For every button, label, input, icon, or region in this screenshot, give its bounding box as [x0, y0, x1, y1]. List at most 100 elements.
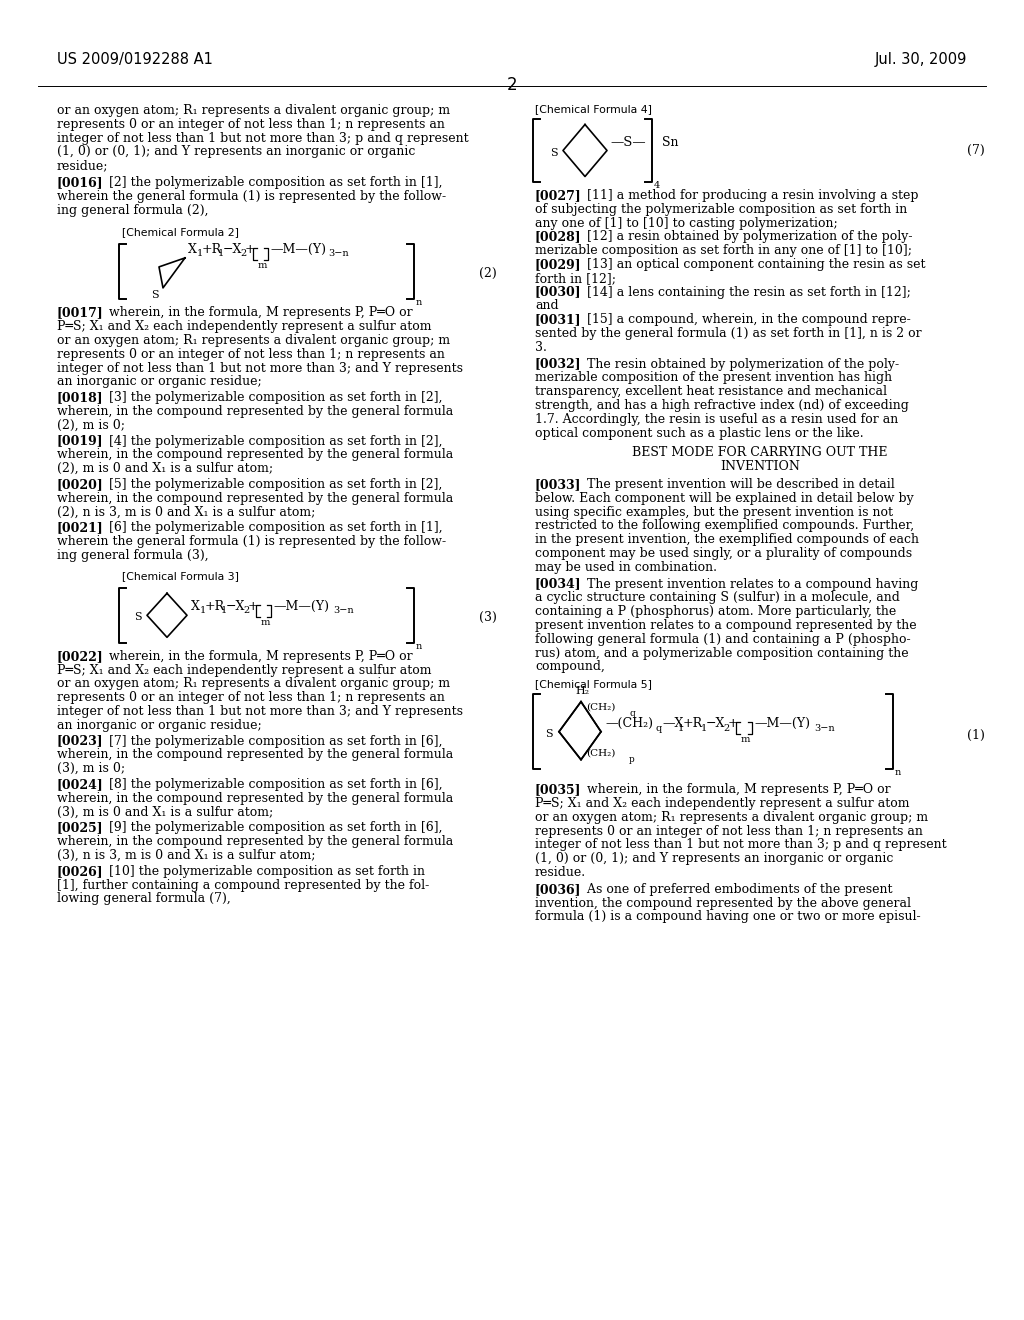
Text: [15] a compound, wherein, in the compound repre-: [15] a compound, wherein, in the compoun… — [579, 313, 910, 326]
Text: S: S — [151, 290, 159, 300]
Text: 2: 2 — [243, 606, 249, 615]
Text: compound,: compound, — [535, 660, 605, 673]
Text: −X: −X — [706, 717, 725, 730]
Text: [0024]: [0024] — [57, 777, 103, 791]
Text: rus) atom, and a polymerizable composition containing the: rus) atom, and a polymerizable compositi… — [535, 647, 908, 660]
Text: X: X — [188, 243, 197, 256]
Text: wherein the general formula (1) is represented by the follow-: wherein the general formula (1) is repre… — [57, 535, 446, 548]
Text: [7] the polymerizable composition as set forth in [6],: [7] the polymerizable composition as set… — [101, 735, 442, 747]
Text: (3), m is 0;: (3), m is 0; — [57, 762, 125, 775]
Text: +: + — [728, 717, 738, 730]
Text: S: S — [550, 148, 558, 157]
Text: [0025]: [0025] — [57, 821, 103, 834]
Text: and: and — [535, 300, 559, 313]
Text: (3), m is 0 and X₁ is a sulfur atom;: (3), m is 0 and X₁ is a sulfur atom; — [57, 805, 273, 818]
Text: 3.: 3. — [535, 341, 547, 354]
Text: BEST MODE FOR CARRYING OUT THE: BEST MODE FOR CARRYING OUT THE — [632, 446, 888, 459]
Text: represents 0 or an integer of not less than 1; n represents an: represents 0 or an integer of not less t… — [57, 347, 444, 360]
Text: (7): (7) — [968, 144, 985, 157]
Text: 3−n: 3−n — [333, 606, 353, 615]
Text: —X: —X — [662, 717, 683, 730]
Text: wherein the general formula (1) is represented by the follow-: wherein the general formula (1) is repre… — [57, 190, 446, 203]
Text: US 2009/0192288 A1: US 2009/0192288 A1 — [57, 51, 213, 67]
Text: [1], further containing a compound represented by the fol-: [1], further containing a compound repre… — [57, 879, 429, 891]
Text: in the present invention, the exemplified compounds of each: in the present invention, the exemplifie… — [535, 533, 919, 546]
Text: +R: +R — [202, 243, 222, 256]
Text: 1.7. Accordingly, the resin is useful as a resin used for an: 1.7. Accordingly, the resin is useful as… — [535, 413, 898, 426]
Text: (2): (2) — [479, 268, 497, 280]
Text: wherein, in the formula, M represents P, P═O or: wherein, in the formula, M represents P,… — [101, 649, 413, 663]
Text: 4: 4 — [654, 181, 660, 190]
Text: 1: 1 — [197, 249, 203, 257]
Text: [0028]: [0028] — [535, 231, 582, 243]
Text: [8] the polymerizable composition as set forth in [6],: [8] the polymerizable composition as set… — [101, 777, 442, 791]
Text: [4] the polymerizable composition as set forth in [2],: [4] the polymerizable composition as set… — [101, 434, 442, 447]
Text: using specific examples, but the present invention is not: using specific examples, but the present… — [535, 506, 893, 519]
Text: merizable composition as set forth in any one of [1] to [10];: merizable composition as set forth in an… — [535, 244, 912, 257]
Text: P═S; X₁ and X₂ each independently represent a sulfur atom: P═S; X₁ and X₂ each independently repres… — [535, 797, 909, 810]
Text: Sn: Sn — [662, 136, 679, 149]
Text: (1, 0) or (0, 1); and Y represents an inorganic or organic: (1, 0) or (0, 1); and Y represents an in… — [535, 853, 893, 865]
Text: integer of not less than 1 but not more than 3; and Y represents: integer of not less than 1 but not more … — [57, 705, 463, 718]
Text: (1, 0) or (0, 1); and Y represents an inorganic or organic: (1, 0) or (0, 1); and Y represents an in… — [57, 145, 416, 158]
Text: or an oxygen atom; R₁ represents a divalent organic group; m: or an oxygen atom; R₁ represents a dival… — [535, 810, 928, 824]
Text: The present invention will be described in detail: The present invention will be described … — [579, 478, 895, 491]
Text: +: + — [248, 601, 259, 614]
Text: [0035]: [0035] — [535, 783, 582, 796]
Text: residue;: residue; — [57, 160, 109, 172]
Text: [5] the polymerizable composition as set forth in [2],: [5] the polymerizable composition as set… — [101, 478, 442, 491]
Text: 1: 1 — [218, 249, 224, 257]
Text: —M—(Y): —M—(Y) — [270, 243, 326, 256]
Text: present invention relates to a compound represented by the: present invention relates to a compound … — [535, 619, 916, 632]
Text: wherein, in the compound represented by the general formula: wherein, in the compound represented by … — [57, 449, 454, 462]
Text: H₂: H₂ — [575, 685, 589, 696]
Text: [0027]: [0027] — [535, 189, 582, 202]
Text: following general formula (1) and containing a P (phospho-: following general formula (1) and contai… — [535, 632, 910, 645]
Text: q: q — [655, 723, 662, 733]
Text: (CH₂): (CH₂) — [586, 702, 615, 711]
Text: [12] a resin obtained by polymerization of the poly-: [12] a resin obtained by polymerization … — [579, 231, 912, 243]
Text: S: S — [545, 729, 553, 739]
Text: [0020]: [0020] — [57, 478, 103, 491]
Text: wherein, in the compound represented by the general formula: wherein, in the compound represented by … — [57, 405, 454, 418]
Text: wherein, in the compound represented by the general formula: wherein, in the compound represented by … — [57, 492, 454, 504]
Text: [0026]: [0026] — [57, 865, 103, 878]
Text: [0032]: [0032] — [535, 358, 582, 371]
Text: [0034]: [0034] — [535, 578, 582, 590]
Text: a cyclic structure containing S (sulfur) in a molecule, and: a cyclic structure containing S (sulfur)… — [535, 591, 900, 605]
Text: n: n — [895, 768, 901, 777]
Text: [0033]: [0033] — [535, 478, 582, 491]
Text: n: n — [416, 298, 422, 308]
Text: [0019]: [0019] — [57, 434, 103, 447]
Text: [10] the polymerizable composition as set forth in: [10] the polymerizable composition as se… — [101, 865, 425, 878]
Text: [0022]: [0022] — [57, 649, 103, 663]
Text: (2), m is 0;: (2), m is 0; — [57, 418, 125, 432]
Text: [0029]: [0029] — [535, 257, 582, 271]
Text: (1): (1) — [967, 729, 985, 742]
Text: +R: +R — [205, 601, 225, 614]
Text: optical component such as a plastic lens or the like.: optical component such as a plastic lens… — [535, 426, 863, 440]
Text: any one of [1] to [10] to casting polymerization;: any one of [1] to [10] to casting polyme… — [535, 216, 838, 230]
Text: containing a P (phosphorus) atom. More particularly, the: containing a P (phosphorus) atom. More p… — [535, 605, 896, 618]
Text: 1: 1 — [200, 606, 206, 615]
Text: forth in [12];: forth in [12]; — [535, 272, 616, 285]
Text: [0030]: [0030] — [535, 285, 582, 298]
Text: INVENTION: INVENTION — [720, 461, 800, 473]
Text: [14] a lens containing the resin as set forth in [12];: [14] a lens containing the resin as set … — [579, 285, 911, 298]
Text: or an oxygen atom; R₁ represents a divalent organic group; m: or an oxygen atom; R₁ represents a dival… — [57, 104, 451, 117]
Text: [9] the polymerizable composition as set forth in [6],: [9] the polymerizable composition as set… — [101, 821, 442, 834]
Text: lowing general formula (7),: lowing general formula (7), — [57, 892, 230, 906]
Text: +: + — [245, 243, 256, 256]
Text: wherein, in the formula, M represents P, P═O or: wherein, in the formula, M represents P,… — [579, 783, 891, 796]
Text: −X: −X — [223, 243, 243, 256]
Text: may be used in combination.: may be used in combination. — [535, 561, 717, 574]
Text: P═S; X₁ and X₂ each independently represent a sulfur atom: P═S; X₁ and X₂ each independently repres… — [57, 664, 431, 677]
Text: [0017]: [0017] — [57, 306, 103, 319]
Text: [Chemical Formula 4]: [Chemical Formula 4] — [535, 104, 652, 114]
Text: residue.: residue. — [535, 866, 586, 879]
Text: [0023]: [0023] — [57, 735, 103, 747]
Text: integer of not less than 1 but not more than 3; p and q represent: integer of not less than 1 but not more … — [57, 132, 469, 145]
Text: ing general formula (3),: ing general formula (3), — [57, 549, 209, 562]
Text: [0036]: [0036] — [535, 883, 582, 896]
Text: [Chemical Formula 5]: [Chemical Formula 5] — [535, 680, 652, 689]
